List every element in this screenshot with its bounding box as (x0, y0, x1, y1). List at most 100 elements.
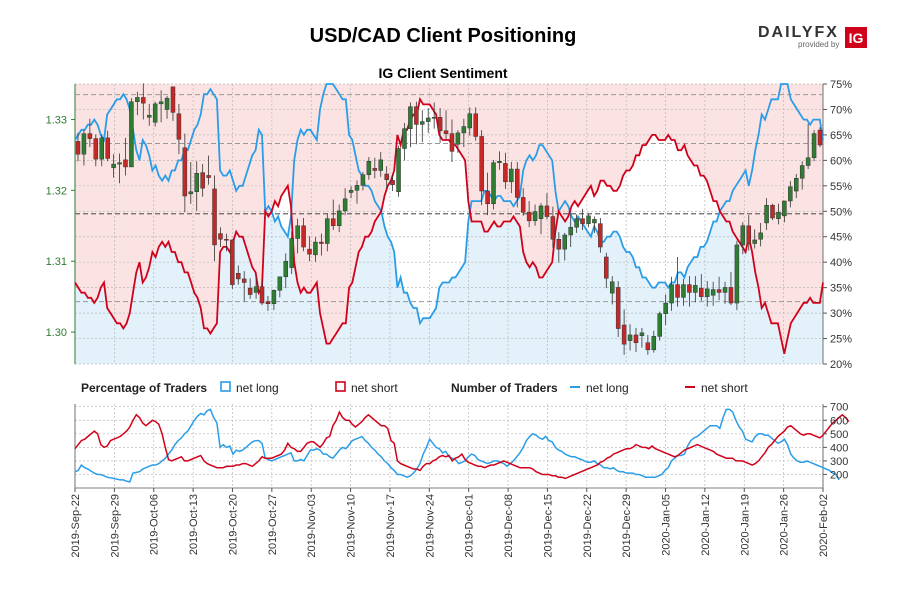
candle-body (449, 133, 455, 152)
candle-body (734, 244, 740, 304)
candle-body (360, 174, 366, 186)
legend: Percentage of Traders net long net short… (81, 381, 748, 395)
date-tick-label: 2020-Jan-12 (700, 494, 712, 556)
date-tick-label: 2019-Oct-13 (188, 494, 200, 555)
candle-body (105, 137, 110, 159)
legend-pct-short-swatch (335, 381, 346, 392)
candle-body (550, 216, 556, 240)
candle-body (681, 284, 686, 298)
candle-body (307, 248, 312, 255)
date-tick-label: 2019-Dec-08 (503, 494, 515, 558)
candle-body (782, 200, 787, 217)
candle-body (123, 159, 128, 168)
candle-body (704, 288, 710, 297)
candle-body (615, 287, 621, 329)
candle-body (675, 284, 680, 298)
candle-body (313, 241, 318, 256)
reference-levels (75, 94, 823, 303)
candle-body (515, 168, 520, 198)
candle-body (425, 117, 431, 122)
candle-body (236, 273, 241, 280)
candle-body (473, 113, 478, 137)
candle-body (87, 133, 93, 139)
trader-count-lines (74, 408, 850, 483)
candle-body (479, 136, 484, 192)
count-tick-label: 700 (830, 402, 848, 414)
candle-body (437, 117, 443, 132)
candle-body (592, 219, 597, 224)
candle-body (663, 302, 668, 314)
main-gridlines (74, 83, 824, 365)
candle-body (420, 121, 425, 125)
candle-body (414, 106, 419, 125)
candle-body (408, 106, 413, 129)
candle-body (402, 128, 407, 149)
date-tick-label: 2019-Nov-17 (385, 494, 397, 558)
candle-body (295, 225, 300, 239)
candle-body (467, 113, 473, 129)
date-tick-label: 2019-Dec-29 (621, 494, 633, 558)
count-tick-label: 300 (830, 456, 848, 468)
candle-body (182, 147, 188, 197)
candle-body (336, 210, 342, 227)
candle-body (538, 205, 544, 219)
candle-body (497, 161, 502, 163)
date-tick-label: 2020-Jan-05 (661, 494, 673, 556)
candle-body (354, 185, 360, 191)
pct-tick-label: 75% (830, 79, 852, 91)
candle-body (461, 126, 467, 134)
candle-body (669, 284, 674, 304)
date-tick-label: 2019-Dec-01 (464, 494, 476, 558)
candle-body (455, 132, 461, 145)
candle-body (289, 238, 294, 268)
sentiment-fill-areas (75, 84, 823, 364)
candle-body (319, 241, 324, 244)
candle-body (621, 324, 627, 345)
candle-body (111, 163, 116, 168)
candle-body (740, 225, 746, 246)
price-tick-label: 1.33 (46, 114, 67, 126)
price-tick-label: 1.32 (46, 185, 67, 197)
candle-body (788, 186, 793, 202)
candle-body (224, 238, 229, 241)
candle-body (271, 290, 277, 304)
candle-body (158, 101, 164, 105)
candle-body (687, 284, 692, 293)
legend-pct-short-label: net short (351, 381, 398, 395)
chart-title: USD/CAD Client Positioning (310, 25, 577, 47)
candle-body (372, 168, 378, 171)
legend-pct-heading: Percentage of Traders (81, 381, 207, 395)
legend-pct-long-label: net long (236, 381, 279, 395)
brand-provided-text: provided by (798, 40, 839, 49)
price-sentiment-plot: 1.33 1.32 1.31 1.30 75% 70% 65% 60% 55% 50% 45% 40… (46, 79, 853, 371)
date-tick-label: 2020-Jan-26 (779, 494, 791, 556)
date-tick-label: 2019-Oct-27 (267, 494, 279, 555)
legend-num-long-label: net long (586, 381, 629, 395)
candle-body (799, 165, 805, 179)
candle-body (699, 287, 704, 297)
candle-body (93, 138, 99, 160)
candle-body (574, 218, 579, 228)
candle-body (491, 162, 496, 205)
pct-tick-label: 40% (830, 257, 852, 269)
candle-body (75, 141, 81, 155)
candle-body (716, 289, 722, 293)
candle-body (325, 218, 330, 244)
candle-body (301, 225, 306, 248)
candle-body (141, 97, 146, 104)
net-long-count-line (74, 408, 840, 483)
pct-tick-label: 45% (830, 232, 852, 244)
legend-num-short-label: net short (701, 381, 748, 395)
candle-body (194, 173, 199, 192)
candle-body (265, 301, 271, 304)
candle-body (746, 225, 752, 244)
candle-body (710, 289, 716, 296)
candle-body (348, 190, 354, 193)
candle-body (728, 287, 734, 304)
candle-body (811, 133, 817, 158)
candle-body (604, 256, 609, 279)
date-tick-label: 2020-Jan-19 (739, 494, 751, 556)
candle-body (218, 233, 223, 240)
